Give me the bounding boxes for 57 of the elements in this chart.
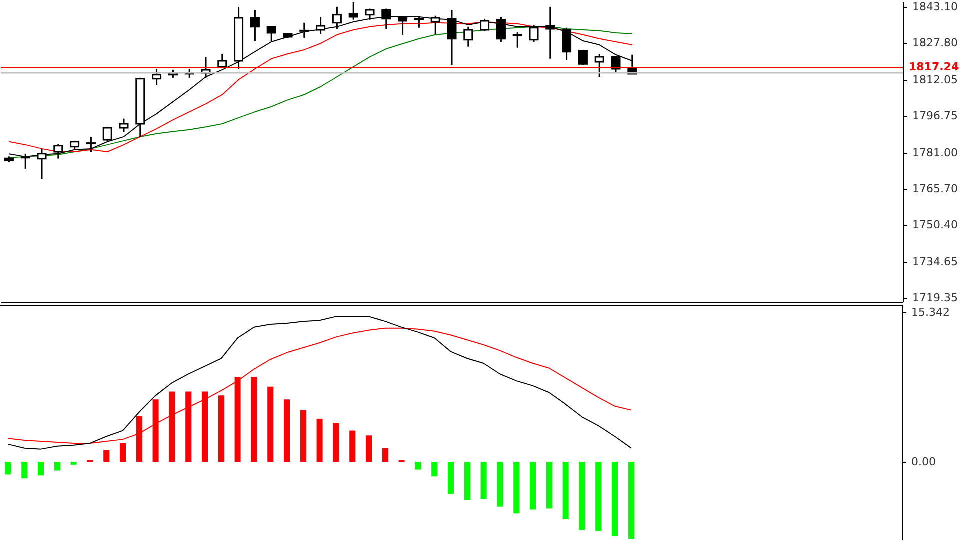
- candlestick: [86, 136, 96, 153]
- y-tick-label: 1750.40: [912, 218, 958, 232]
- candlestick: [119, 118, 129, 133]
- bar: [251, 377, 258, 462]
- bar: [366, 436, 372, 462]
- bar: [120, 443, 126, 462]
- candlestick: [218, 53, 228, 68]
- bar: [432, 462, 438, 477]
- bar: [562, 462, 569, 520]
- bar: [497, 462, 504, 507]
- bar: [268, 386, 274, 462]
- bar: [316, 419, 323, 462]
- y-tick-label: 1843.10: [912, 0, 958, 14]
- y-tick-label: 1734.65: [912, 255, 958, 268]
- bar: [464, 462, 470, 500]
- candlestick: [512, 31, 522, 49]
- y-tick-label: 15.342: [912, 306, 950, 319]
- ref-line-label: 1817.24: [909, 60, 960, 74]
- bar: [382, 448, 388, 462]
- y-tick-label: 1812.05: [912, 73, 958, 86]
- y-tick-label: 0.00: [912, 455, 936, 468]
- y-tick-label: 1765.70: [912, 182, 958, 196]
- bar: [333, 422, 340, 462]
- y-tick-label: 1827.80: [912, 36, 958, 50]
- bar: [546, 462, 552, 509]
- bar: [628, 462, 634, 540]
- bar: [38, 462, 44, 476]
- candlestick: [611, 55, 621, 73]
- y-tick-label: 1781.00: [912, 146, 958, 160]
- bar: [530, 462, 536, 510]
- bar: [514, 462, 520, 514]
- candlestick: [594, 53, 604, 78]
- bar: [218, 396, 224, 462]
- candlestick: [562, 27, 572, 61]
- bar: [596, 462, 602, 532]
- bar: [300, 410, 306, 462]
- bar: [579, 462, 586, 530]
- bar: [54, 462, 60, 471]
- bar: [448, 462, 454, 494]
- candlestick: [300, 22, 310, 39]
- bar: [22, 462, 28, 479]
- candlestick: [464, 26, 474, 48]
- bar: [415, 462, 422, 470]
- candlestick: [529, 24, 539, 43]
- bar: [104, 450, 110, 462]
- candlestick: [250, 9, 260, 42]
- y-tick-label: 1796.75: [912, 109, 958, 122]
- bar: [612, 462, 618, 536]
- bar: [480, 462, 487, 500]
- bar: [350, 430, 356, 462]
- candlestick: [266, 26, 276, 42]
- candlestick: [102, 126, 112, 143]
- candlestick: [152, 68, 162, 86]
- y-tick-label: 1719.35: [912, 291, 958, 304]
- bar: [284, 400, 290, 462]
- bar: [5, 462, 12, 475]
- bar: [70, 462, 77, 465]
